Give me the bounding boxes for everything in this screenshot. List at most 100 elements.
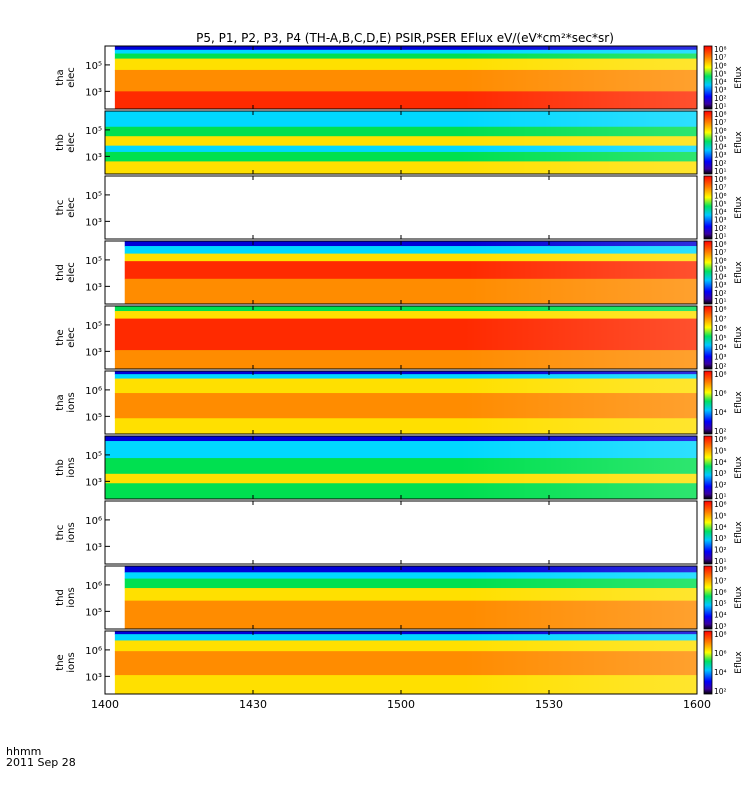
colorbar-tick-label: 10⁴ [714,408,727,417]
colorbar-tick-label: 10¹ [714,492,727,501]
panel-ylabel-line: elec [66,197,77,218]
panel-ylabel-line: the [55,329,66,345]
colorbar [703,630,713,695]
panel-ylabel-line: thd [55,589,66,606]
colorbar-tick-label: 10³ [714,281,727,290]
spectrogram-panel: 10⁵ 10³ thbions 10⁶ 10⁵ 10⁴ 10³ 10² 10¹ Eflux [55,435,744,501]
y-tick-label: 10⁶ [85,386,102,397]
y-tick-label: 10⁵ [85,321,102,332]
colorbar-tick-label: 10³ [714,216,727,225]
panels: 10⁵10³thaelec10⁸10⁷10⁶10⁵10⁴10³10²10¹Efl… [55,45,744,696]
colorbar [703,240,713,305]
y-tick-label: 10⁵ [85,451,102,462]
y-tick-label: 10³ [85,477,102,488]
colorbar-tick-label: 10⁶ [714,191,727,200]
colorbar [703,175,713,240]
colorbar-tick-label: 10¹ [714,167,727,176]
panel-ylabel: thbions [55,457,77,477]
y-tick-label: 10⁶ [85,581,102,592]
y-tick-label: 10⁶ [85,516,102,527]
colorbar-tick-label: 10⁸ [714,630,727,639]
panel-ylabel-line: elec [66,132,77,153]
colorbar-tick-label: 10¹ [714,557,727,566]
colorbar-tick-label: 10⁷ [714,53,727,62]
panel-ylabel-line: thc [55,525,66,541]
colorbar-tick-label: 10⁶ [714,649,727,658]
colorbar-tick-label: 10¹ [714,297,727,306]
colorbar-tick-label: 10⁵ [714,599,727,608]
time-axis-label: hhmm [6,745,41,758]
colorbar-tick-label: 10⁶ [714,435,727,444]
colorbar-tick-label: 10⁸ [714,110,727,119]
panel-ylabel: thdelec [55,262,77,283]
spectrogram-shading [114,306,697,369]
colorbar-tick-label: 10⁵ [714,334,727,343]
y-tick-label: 10⁵ [85,607,102,618]
colorbar-tick-label: 10³ [714,622,727,631]
colorbar-tick-label: 10⁴ [714,458,727,467]
panel-ylabel: theelec [55,327,77,348]
colorbar-tick-label: 10⁵ [714,134,727,143]
panel-ylabel: thcions [55,522,77,542]
colorbar-tick-label: 10³ [714,534,727,543]
colorbar [703,435,713,500]
colorbar-tick-label: 10⁶ [714,324,727,333]
spectrogram-shading [124,241,697,304]
colorbar-tick-label: 10⁶ [714,588,727,597]
y-tick-label: 10³ [85,217,102,228]
panel-ylabel-line: tha [55,69,66,85]
time-tick-label: 1600 [683,698,711,711]
colorbar-tick-label: 10² [714,427,727,436]
colorbar-tick-label: 10² [714,687,727,696]
colorbar [703,45,713,110]
colorbar-tick-label: 10¹ [714,232,727,241]
spectrogram-shading [114,631,697,694]
y-tick-label: 10⁵ [85,126,102,137]
colorbar [703,305,713,370]
y-tick-label: 10³ [85,282,102,293]
panel-ylabel-line: tha [55,394,66,410]
colorbar-tick-label: 10² [714,94,727,103]
colorbar-tick-label: 10⁷ [714,315,727,324]
y-tick-label: 10³ [85,152,102,163]
spectrogram-panel: 10⁵10³thdelec10⁸10⁷10⁶10⁵10⁴10³10²10¹Efl… [55,240,744,306]
panel-ylabel: thbelec [55,132,77,153]
colorbar-tick-label: 10⁸ [714,565,727,574]
colorbar-label: Eflux [734,521,744,544]
panel-background [105,176,697,239]
colorbar-tick-label: 10⁷ [714,576,727,585]
colorbar-tick-label: 10⁸ [714,370,727,379]
colorbar-tick-label: 10⁸ [714,45,727,54]
colorbar-tick-label: 10⁵ [714,264,727,273]
colorbar-tick-label: 10⁸ [714,175,727,184]
panel-ylabel: thdions [55,587,77,607]
panel-ylabel-line: ions [66,457,77,477]
y-tick-label: 10⁵ [85,191,102,202]
time-tick-label: 1400 [91,698,119,711]
spectrogram-shading [114,46,697,109]
colorbar-tick-label: 10⁶ [714,61,727,70]
colorbar-tick-label: 10⁴ [714,143,727,152]
panel-ylabel-line: elec [66,262,77,283]
spectrogram-panel: 10⁶ 10⁵ thdions 10⁸ 10⁷ 10⁶ 10⁵ 10⁴ 10³ Eflux [55,565,744,631]
panel-ylabel-line: ions [66,652,77,672]
panel-ylabel: thaelec [55,67,77,88]
colorbar-tick-label: 10⁶ [714,256,727,265]
time-axis: 1400 1430 1500 1530 1600 [91,698,711,711]
panel-ylabel-line: ions [66,392,77,412]
colorbar-tick-label: 10⁵ [714,199,727,208]
spectrogram-shading [105,111,697,174]
colorbar-label: Eflux [734,196,744,219]
colorbar-tick-label: 10⁷ [714,118,727,127]
colorbar-tick-label: 10² [714,362,727,371]
spectrogram-panel: 10⁵10³thcelec10⁸10⁷10⁶10⁵10⁴10³10²10¹Efl… [55,175,744,241]
colorbar-tick-label: 10⁵ [714,511,727,520]
time-tick-label: 1500 [387,698,415,711]
panel-background [105,501,697,564]
colorbar-label: Eflux [734,326,744,349]
colorbar-label: Eflux [734,456,744,479]
panel-ylabel-line: thb [55,134,66,151]
colorbar-label: Eflux [734,131,744,154]
y-tick-label: 10³ [85,347,102,358]
